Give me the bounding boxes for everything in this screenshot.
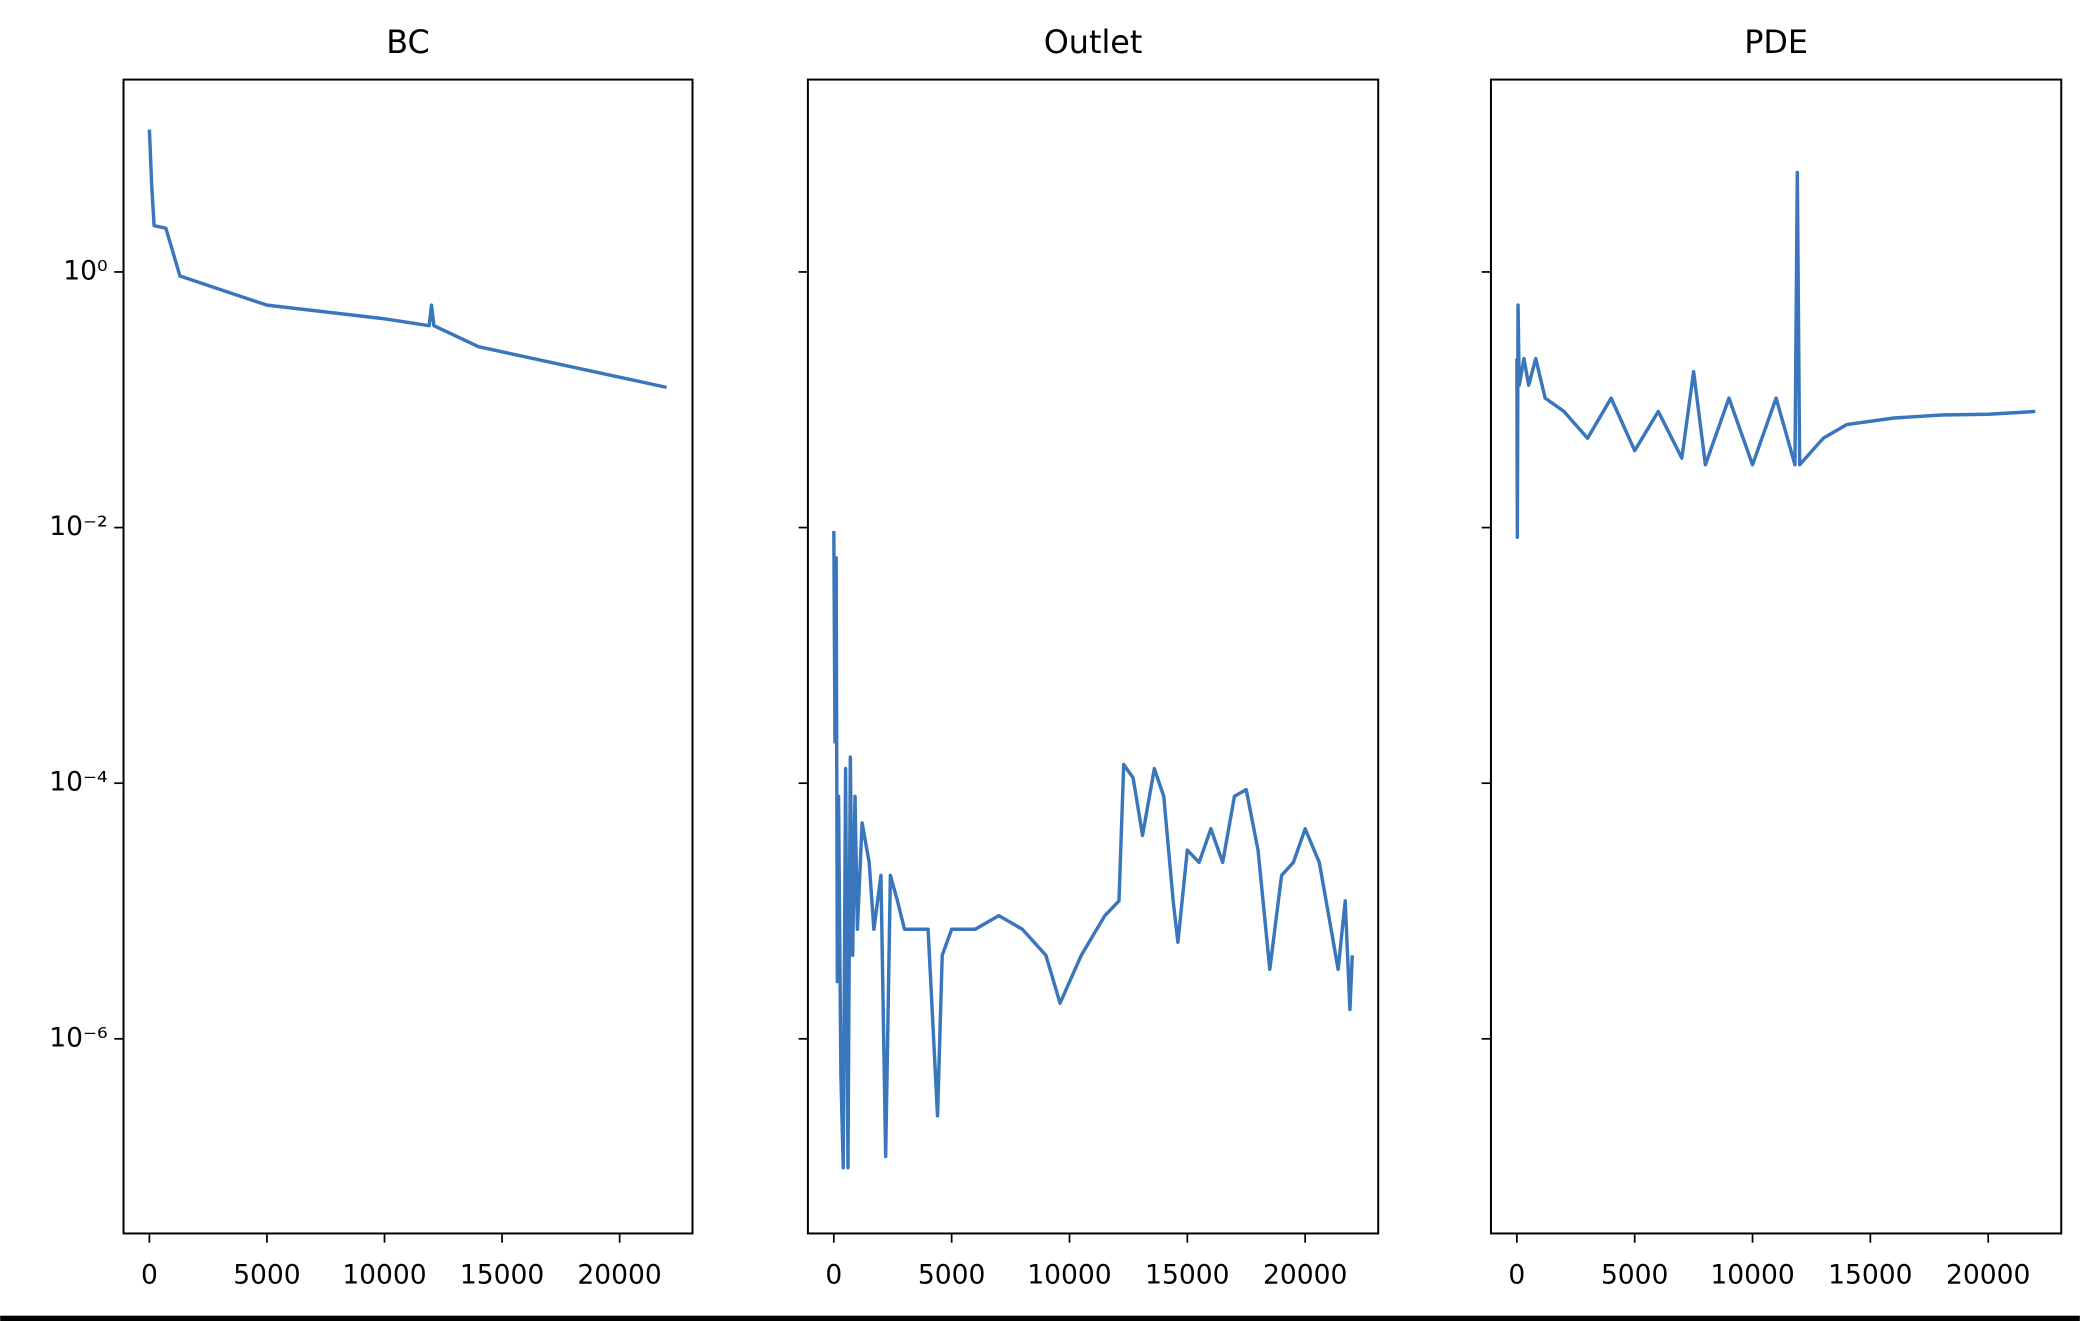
y-tick-label: 10⁰: [63, 255, 107, 286]
y-tick-label: 10⁻⁶: [49, 1022, 107, 1053]
line-series: [1515, 170, 2036, 539]
y-tick-label: 10⁻²: [49, 511, 107, 542]
axes-frame: [806, 78, 1380, 1235]
x-tick-label: 15000: [1828, 1259, 1912, 1290]
x-tick-label: 0: [141, 1259, 158, 1290]
panel-title: Outlet: [1044, 23, 1143, 61]
x-tick-label: 20000: [577, 1259, 661, 1290]
line-series: [147, 129, 668, 390]
x-tick-label: 0: [825, 1259, 842, 1290]
x-tick-label: 0: [1508, 1259, 1525, 1290]
x-tick-label: 20000: [1946, 1259, 2030, 1290]
bottom-border: [0, 1315, 2080, 1321]
x-tick-label: 10000: [342, 1259, 426, 1290]
x-tick-label: 5000: [233, 1259, 300, 1290]
line-series: [832, 531, 1355, 1170]
x-tick-label: 5000: [918, 1259, 985, 1290]
x-tick-label: 10000: [1027, 1259, 1111, 1290]
x-tick-label: 15000: [460, 1259, 544, 1290]
x-tick-label: 5000: [1601, 1259, 1668, 1290]
x-tick-label: 20000: [1263, 1259, 1347, 1290]
axes-frame: [122, 78, 694, 1235]
panel-title: BC: [386, 23, 430, 61]
y-tick-label: 10⁻⁴: [49, 767, 107, 798]
x-tick-label: 15000: [1145, 1259, 1229, 1290]
panel-title: PDE: [1744, 23, 1808, 61]
axes-frame: [1489, 78, 2063, 1235]
x-tick-label: 10000: [1710, 1259, 1794, 1290]
